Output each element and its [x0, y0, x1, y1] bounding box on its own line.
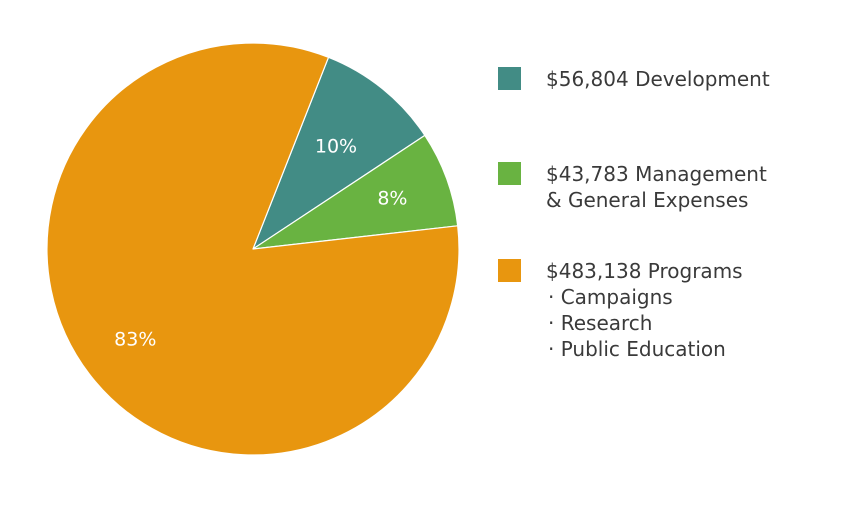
legend-label: & General Expenses: [546, 188, 748, 212]
legend-item: $483,138 Programs· Campaigns· Research· …: [498, 259, 743, 361]
legend-label: $483,138 Programs: [546, 259, 743, 283]
legend-swatch: [498, 67, 521, 90]
legend-item: $56,804 Development: [498, 67, 770, 91]
pie-slice-percent-label: 8%: [377, 187, 407, 209]
pie-slice-development: [252, 56, 426, 250]
legend-swatch: [498, 259, 521, 282]
legend-item: $43,783 Management& General Expenses: [498, 162, 767, 212]
legend-label: · Research: [548, 311, 652, 335]
pie-slice-labels: 10% 8% 83%: [114, 136, 407, 351]
pie-slice-programs: [46, 42, 460, 456]
pie-slices: [46, 42, 460, 456]
pie-slice-percent-label: 83%: [114, 328, 156, 350]
legend-label: · Campaigns: [548, 285, 673, 309]
legend-label: $43,783 Management: [546, 162, 767, 186]
legend-swatch: [498, 162, 521, 185]
legend-label: $56,804 Development: [546, 67, 770, 91]
legend-label: · Public Education: [548, 337, 726, 361]
pie-slice-management-general-expenses: [252, 134, 459, 250]
legend: $56,804 Development $43,783 Management& G…: [498, 67, 770, 361]
pie-slice-percent-label: 10%: [315, 136, 357, 158]
